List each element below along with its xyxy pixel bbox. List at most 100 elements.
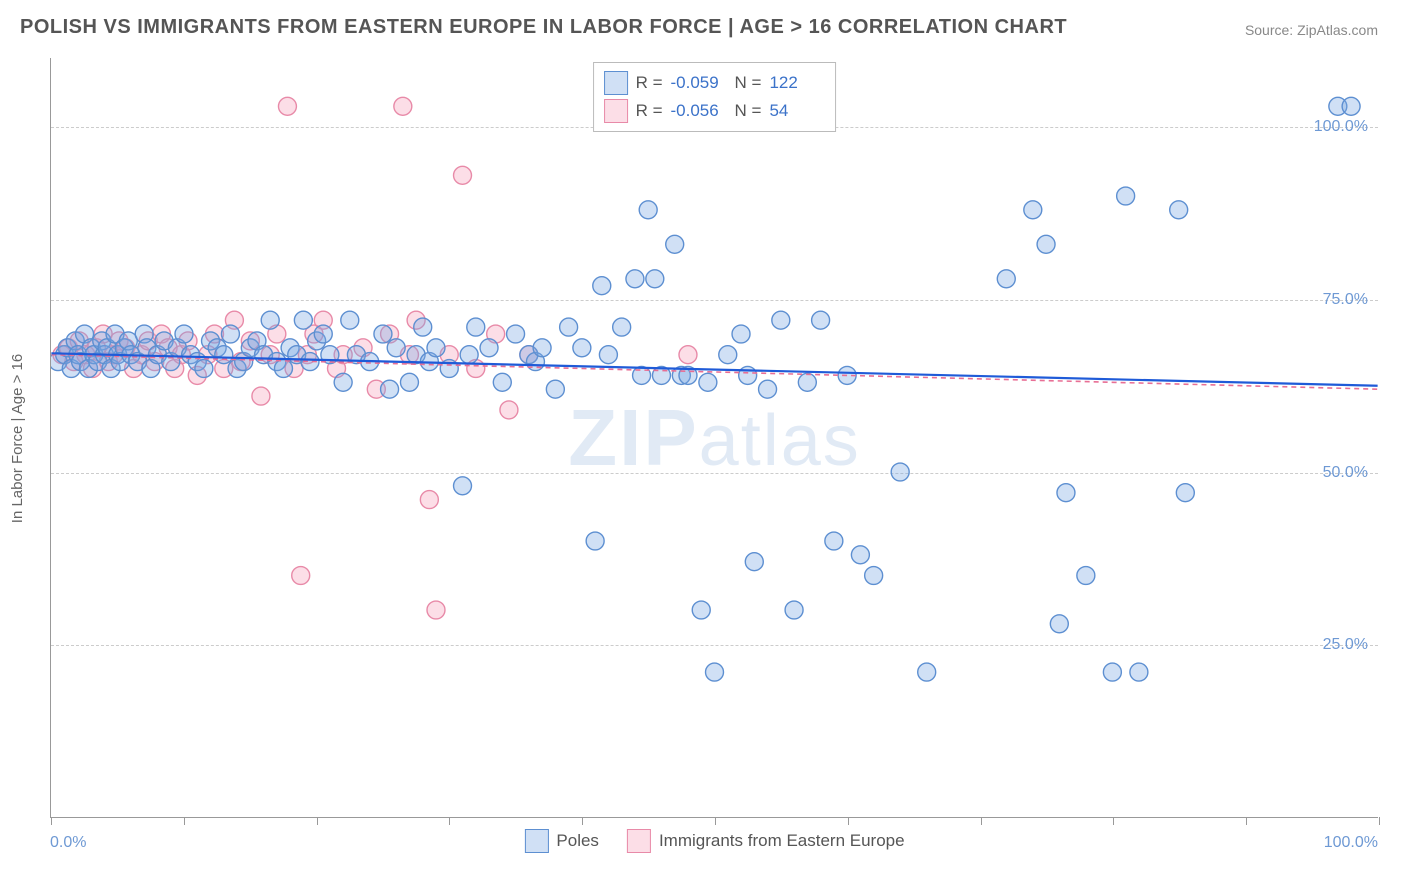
data-point xyxy=(759,380,777,398)
data-point xyxy=(341,311,359,329)
data-point xyxy=(374,325,392,343)
data-point xyxy=(427,601,445,619)
chart-title: POLISH VS IMMIGRANTS FROM EASTERN EUROPE… xyxy=(20,16,1067,39)
data-point xyxy=(221,325,239,343)
data-point xyxy=(460,346,478,364)
x-tick xyxy=(1113,817,1114,825)
data-point xyxy=(175,325,193,343)
data-point xyxy=(493,373,511,391)
x-tick xyxy=(184,817,185,825)
data-point xyxy=(666,235,684,253)
x-tick xyxy=(1379,817,1380,825)
data-point xyxy=(586,532,604,550)
r-label: R = xyxy=(636,73,663,93)
data-point xyxy=(560,318,578,336)
x-tick xyxy=(449,817,450,825)
n-label: N = xyxy=(735,101,762,121)
chart-svg xyxy=(51,58,1378,817)
legend-swatch-pink xyxy=(627,829,651,853)
legend-swatch-blue xyxy=(604,71,628,95)
data-point xyxy=(613,318,631,336)
data-point xyxy=(480,339,498,357)
n-value: 54 xyxy=(769,101,825,121)
data-point xyxy=(1077,567,1095,585)
legend-stats: R = -0.059 N = 122 R = -0.056 N = 54 xyxy=(593,62,837,132)
data-point xyxy=(732,325,750,343)
data-point xyxy=(593,277,611,295)
data-point xyxy=(454,477,472,495)
legend-label: Poles xyxy=(556,831,599,851)
data-point xyxy=(865,567,883,585)
y-axis-label-container: In Labor Force | Age > 16 xyxy=(8,58,28,818)
data-point xyxy=(507,325,525,343)
data-point xyxy=(599,346,617,364)
data-point xyxy=(745,553,763,571)
x-axis-max-label: 100.0% xyxy=(1324,834,1378,852)
data-point xyxy=(679,346,697,364)
data-point xyxy=(427,339,445,357)
data-point xyxy=(546,380,564,398)
data-point xyxy=(533,339,551,357)
legend-label: Immigrants from Eastern Europe xyxy=(659,831,905,851)
data-point xyxy=(278,97,296,115)
legend-stats-row-1: R = -0.059 N = 122 xyxy=(604,69,826,97)
r-value: -0.059 xyxy=(671,73,727,93)
data-point xyxy=(381,380,399,398)
data-point xyxy=(573,339,591,357)
x-tick xyxy=(981,817,982,825)
y-axis-label: In Labor Force | Age > 16 xyxy=(10,353,27,522)
data-point xyxy=(1057,484,1075,502)
data-point xyxy=(699,373,717,391)
data-point xyxy=(261,311,279,329)
source-attribution: Source: ZipAtlas.com xyxy=(1245,22,1378,38)
data-point xyxy=(639,201,657,219)
data-point xyxy=(394,97,412,115)
data-point xyxy=(706,663,724,681)
data-point xyxy=(692,601,710,619)
data-point xyxy=(1117,187,1135,205)
legend-swatch-blue xyxy=(524,829,548,853)
data-point xyxy=(387,339,405,357)
legend-series: Poles Immigrants from Eastern Europe xyxy=(524,829,904,853)
legend-item-poles: Poles xyxy=(524,829,599,853)
data-point xyxy=(400,373,418,391)
data-point xyxy=(1050,615,1068,633)
x-tick xyxy=(1246,817,1247,825)
data-point xyxy=(626,270,644,288)
data-point xyxy=(1024,201,1042,219)
data-point xyxy=(812,311,830,329)
data-point xyxy=(252,387,270,405)
x-tick xyxy=(848,817,849,825)
n-value: 122 xyxy=(769,73,825,93)
data-point xyxy=(1130,663,1148,681)
n-label: N = xyxy=(735,73,762,93)
r-label: R = xyxy=(636,101,663,121)
data-point xyxy=(454,166,472,184)
data-point xyxy=(891,463,909,481)
data-point xyxy=(1176,484,1194,502)
data-point xyxy=(215,346,233,364)
data-point xyxy=(294,311,312,329)
data-point xyxy=(195,360,213,378)
x-tick xyxy=(317,817,318,825)
data-point xyxy=(646,270,664,288)
data-point xyxy=(851,546,869,564)
data-point xyxy=(1103,663,1121,681)
data-point xyxy=(918,663,936,681)
data-point xyxy=(785,601,803,619)
plot-area: ZIPatlas R = -0.059 N = 122 R = -0.056 N… xyxy=(50,58,1378,818)
data-point xyxy=(1342,97,1360,115)
legend-swatch-pink xyxy=(604,99,628,123)
data-point xyxy=(274,360,292,378)
x-tick xyxy=(51,817,52,825)
x-axis-min-label: 0.0% xyxy=(50,834,86,852)
data-point xyxy=(467,318,485,336)
data-point xyxy=(314,325,332,343)
data-point xyxy=(1037,235,1055,253)
legend-item-immigrants: Immigrants from Eastern Europe xyxy=(627,829,905,853)
data-point xyxy=(292,567,310,585)
legend-stats-row-2: R = -0.056 N = 54 xyxy=(604,97,826,125)
x-tick xyxy=(582,817,583,825)
data-point xyxy=(825,532,843,550)
data-point xyxy=(997,270,1015,288)
